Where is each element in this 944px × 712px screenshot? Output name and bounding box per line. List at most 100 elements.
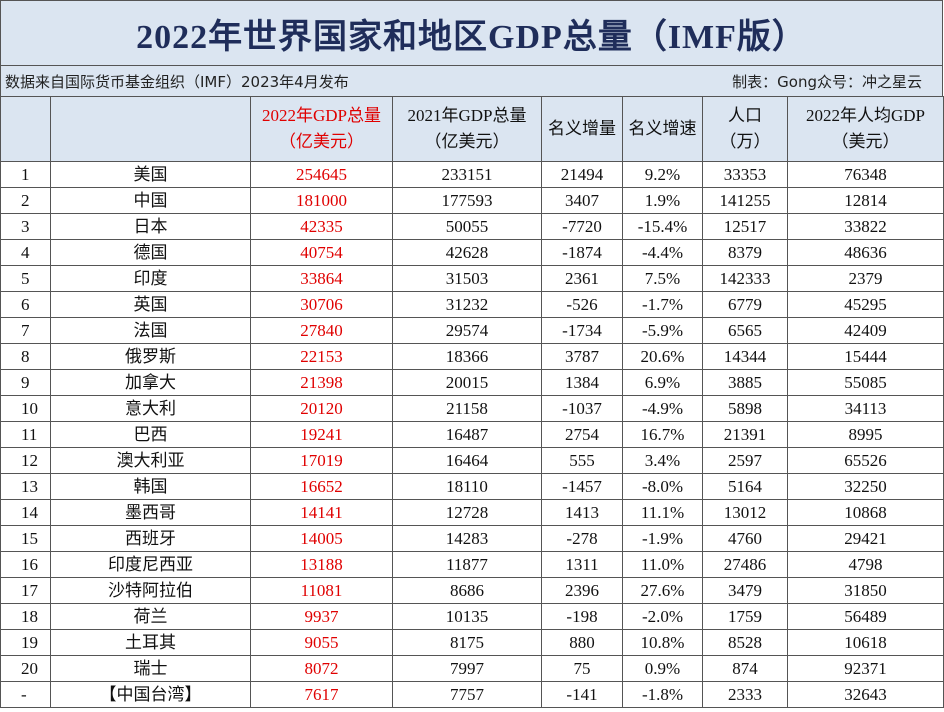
table-cell: 8995	[787, 421, 944, 448]
table-cell: -2.0%	[622, 603, 703, 630]
table-cell: 14283	[392, 525, 542, 552]
table-cell: 12728	[392, 499, 542, 526]
table-cell: 880	[541, 629, 623, 656]
table-cell: -4.4%	[622, 239, 703, 266]
header-line: 名义增量	[548, 119, 616, 138]
table-cell: 32250	[787, 473, 944, 500]
table-cell: 印度	[50, 265, 251, 292]
table-cell: 75	[541, 655, 623, 682]
header-line: 人口	[728, 106, 762, 125]
table-row: 14 墨西哥 14141 12728 1413 11.1% 13012 10868	[0, 499, 944, 526]
table-row: 11 巴西 19241 16487 2754 16.7% 21391 8995	[0, 421, 944, 448]
table-cell: 4760	[702, 525, 788, 552]
table-row: 12 澳大利亚 17019 16464 555 3.4% 2597 65526	[0, 447, 944, 474]
table-cell: 1413	[541, 499, 623, 526]
table-cell: 20120	[250, 395, 393, 422]
table-cell: 21494	[541, 161, 623, 188]
table-cell: 181000	[250, 187, 393, 214]
table-cell: 17	[0, 577, 51, 604]
table-cell: 14005	[250, 525, 393, 552]
header-line: （万）	[719, 132, 771, 151]
table-cell: 11.1%	[622, 499, 703, 526]
table-cell: -198	[541, 603, 623, 630]
header-cell: 2022年人均GDP （美元）	[787, 96, 944, 162]
table-row: 2 中国 181000 177593 3407 1.9% 141255 12814	[0, 187, 944, 214]
table-cell: 27.6%	[622, 577, 703, 604]
table-cell: 27486	[702, 551, 788, 578]
header-line: 2021年GDP总量	[407, 106, 527, 125]
table-cell: 16487	[392, 421, 542, 448]
table-cell: 中国	[50, 187, 251, 214]
table-cell: 31232	[392, 291, 542, 318]
table-cell: 1311	[541, 551, 623, 578]
table-cell: 11.0%	[622, 551, 703, 578]
table-cell: 42409	[787, 317, 944, 344]
table-cell: 31850	[787, 577, 944, 604]
table-cell: -5.9%	[622, 317, 703, 344]
table-cell: 33353	[702, 161, 788, 188]
table-row: 13 韩国 16652 18110 -1457 -8.0% 5164 32250	[0, 473, 944, 500]
table-cell: 13	[0, 473, 51, 500]
table-cell: 33822	[787, 213, 944, 240]
table-cell: 14344	[702, 343, 788, 370]
table-cell: -1037	[541, 395, 623, 422]
table-cell: 12517	[702, 213, 788, 240]
table-cell: 瑞士	[50, 655, 251, 682]
table-cell: -278	[541, 525, 623, 552]
table-cell: 西班牙	[50, 525, 251, 552]
table-row: 16 印度尼西亚 13188 11877 1311 11.0% 27486 4798	[0, 551, 944, 578]
table-cell: 荷兰	[50, 603, 251, 630]
table-cell: 法国	[50, 317, 251, 344]
table-cell: -1457	[541, 473, 623, 500]
table-cell: 29421	[787, 525, 944, 552]
table-cell: 30706	[250, 291, 393, 318]
table-cell: 韩国	[50, 473, 251, 500]
table-cell: 4798	[787, 551, 944, 578]
table-cell: 50055	[392, 213, 542, 240]
table-cell: 76348	[787, 161, 944, 188]
table-cell: 9	[0, 369, 51, 396]
table-cell: 11877	[392, 551, 542, 578]
table-cell: 5164	[702, 473, 788, 500]
table-cell: 2333	[702, 681, 788, 708]
table-cell: 141255	[702, 187, 788, 214]
table-row: 8 俄罗斯 22153 18366 3787 20.6% 14344 15444	[0, 343, 944, 370]
table-cell: 5898	[702, 395, 788, 422]
header-row: 2022年GDP总量 （亿美元） 2021年GDP总量 （亿美元） 名义增量 名义增速 人口…	[0, 96, 944, 162]
table-cell: 美国	[50, 161, 251, 188]
table-cell: -1734	[541, 317, 623, 344]
table-cell: 0.9%	[622, 655, 703, 682]
table-row: 20 瑞士 8072 7997 75 0.9% 874 92371	[0, 655, 944, 682]
table-cell: 17019	[250, 447, 393, 474]
table-cell: 4	[0, 239, 51, 266]
table-cell: 11081	[250, 577, 393, 604]
table-cell: 21398	[250, 369, 393, 396]
table-cell: 8	[0, 343, 51, 370]
header-cell: 名义增速	[622, 96, 703, 162]
table-cell: 874	[702, 655, 788, 682]
table-cell: 34113	[787, 395, 944, 422]
table-cell: 233151	[392, 161, 542, 188]
table-cell: 15444	[787, 343, 944, 370]
table-cell: 177593	[392, 187, 542, 214]
table-row: 18 荷兰 9937 10135 -198 -2.0% 1759 56489	[0, 603, 944, 630]
table-cell: 16.7%	[622, 421, 703, 448]
table-cell: 英国	[50, 291, 251, 318]
table-cell: 10618	[787, 629, 944, 656]
table-cell: 40754	[250, 239, 393, 266]
table-cell: 18	[0, 603, 51, 630]
table-cell: 【中国台湾】	[50, 681, 251, 708]
table-cell: 15	[0, 525, 51, 552]
table-cell: 29574	[392, 317, 542, 344]
table-cell: 12814	[787, 187, 944, 214]
table-cell: 6779	[702, 291, 788, 318]
table-cell: -1.9%	[622, 525, 703, 552]
table-cell: 9.2%	[622, 161, 703, 188]
table-cell: -526	[541, 291, 623, 318]
table-cell: 巴西	[50, 421, 251, 448]
header-cell	[0, 96, 51, 162]
table-cell: 10868	[787, 499, 944, 526]
table-cell: 33864	[250, 265, 393, 292]
table-cell: 14141	[250, 499, 393, 526]
